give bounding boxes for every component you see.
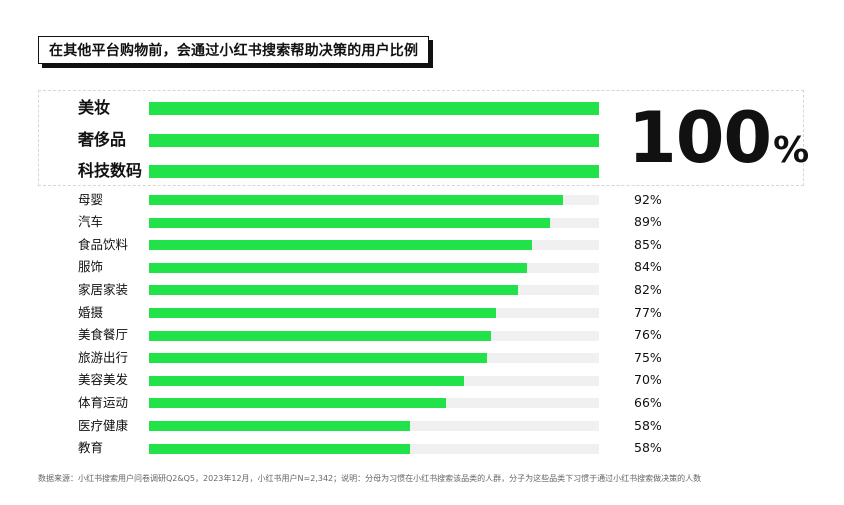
bar: [149, 217, 550, 228]
value-label: 85%: [634, 236, 662, 252]
value-label: 58%: [634, 440, 662, 456]
bar: [149, 308, 496, 318]
bar: [149, 398, 446, 409]
value-label: 92%: [634, 191, 662, 207]
category-label: 旅游出行: [78, 349, 129, 365]
category-label: 婚摄: [78, 304, 104, 320]
chart-title: 在其他平台购物前，会通过小红书搜索帮助决策的用户比例: [38, 36, 430, 64]
bar: [149, 240, 532, 251]
top-categories-group: [38, 90, 804, 186]
value-label: 70%: [634, 372, 662, 388]
category-label: 美容美发: [78, 372, 129, 388]
bar: [149, 285, 518, 296]
category-label: 母婴: [78, 191, 104, 207]
category-label: 美妆: [78, 98, 111, 117]
category-label: 美食餐厅: [78, 327, 129, 343]
highlight-unit: %: [773, 130, 809, 171]
category-label: 汽车: [78, 214, 104, 230]
category-label: 奢侈品: [78, 130, 127, 149]
bar: [149, 101, 599, 115]
bar: [149, 421, 410, 431]
value-label: 58%: [634, 417, 662, 433]
category-label: 食品饮料: [78, 236, 129, 252]
category-label: 医疗健康: [78, 417, 129, 433]
bar: [149, 443, 410, 454]
bar: [149, 164, 599, 178]
bar: [149, 375, 464, 386]
category-label: 家居家装: [78, 281, 129, 297]
category-label: 教育: [78, 440, 104, 456]
bar: [149, 195, 563, 205]
bar: [149, 353, 487, 364]
value-label: 89%: [634, 214, 662, 230]
category-label: 服饰: [78, 259, 104, 275]
value-label: 82%: [634, 281, 662, 297]
value-label: 84%: [634, 259, 662, 275]
bar: [149, 133, 599, 147]
footnote: 数据来源：小红书搜索用户问卷调研Q2&Q5，2023年12月，小红书用户N=2,…: [38, 474, 702, 483]
category-label: 体育运动: [78, 394, 129, 410]
highlight-value: 100: [628, 97, 772, 179]
highlight-percentage: 100%: [628, 102, 809, 187]
category-label: 科技数码: [78, 161, 143, 180]
value-label: 66%: [634, 394, 662, 410]
value-label: 77%: [634, 304, 662, 320]
bar: [149, 330, 491, 341]
bar: [149, 262, 527, 273]
value-label: 75%: [634, 349, 662, 365]
value-label: 76%: [634, 327, 662, 343]
